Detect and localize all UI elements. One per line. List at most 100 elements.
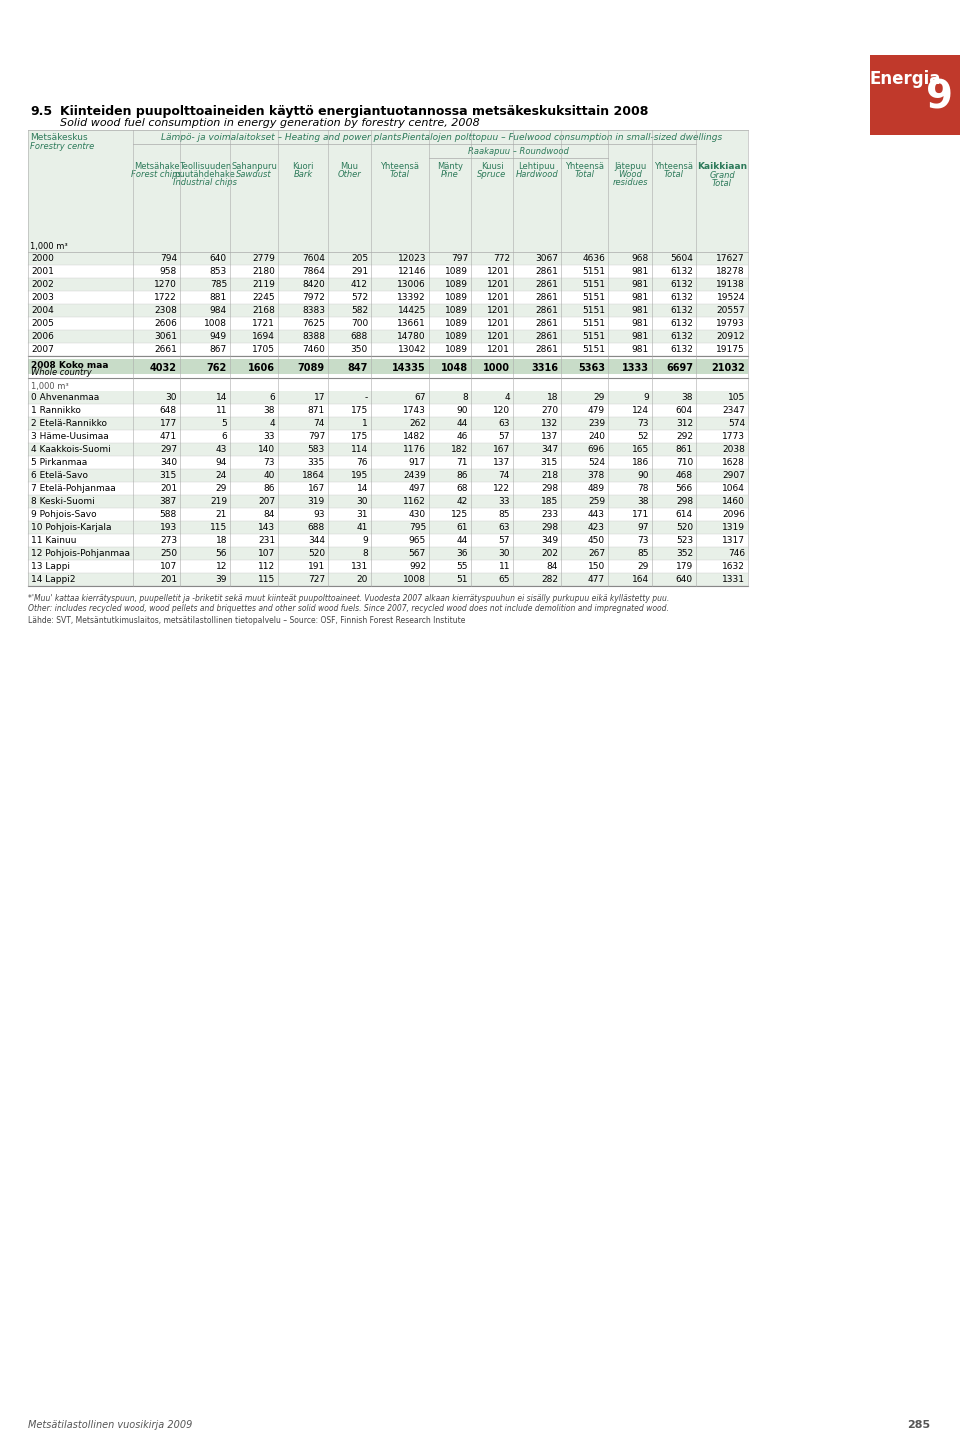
Bar xyxy=(28,469,748,481)
Text: 572: 572 xyxy=(350,292,368,302)
Text: Raakapuu – Roundwood: Raakapuu – Roundwood xyxy=(468,148,569,156)
Text: 231: 231 xyxy=(258,536,275,545)
Text: Bark: Bark xyxy=(294,171,313,179)
Text: 39: 39 xyxy=(215,575,227,585)
Text: 6132: 6132 xyxy=(670,267,693,277)
Text: 965: 965 xyxy=(409,536,426,545)
Text: 1201: 1201 xyxy=(487,320,510,328)
Text: 73: 73 xyxy=(637,536,649,545)
Text: 7604: 7604 xyxy=(302,254,325,264)
Text: 477: 477 xyxy=(588,575,605,585)
Text: 9: 9 xyxy=(643,393,649,403)
Bar xyxy=(28,278,748,291)
Text: 315: 315 xyxy=(540,459,558,467)
Text: 523: 523 xyxy=(676,536,693,545)
Text: 1162: 1162 xyxy=(403,497,426,506)
Bar xyxy=(28,573,748,586)
Text: 772: 772 xyxy=(492,254,510,264)
Text: 1270: 1270 xyxy=(155,279,177,289)
Text: Hardwood: Hardwood xyxy=(516,171,559,179)
Text: 479: 479 xyxy=(588,406,605,416)
Text: 94: 94 xyxy=(216,459,227,467)
Bar xyxy=(28,130,748,211)
Text: 981: 981 xyxy=(632,307,649,315)
Text: 2308: 2308 xyxy=(155,307,177,315)
Text: 2861: 2861 xyxy=(535,267,558,277)
Text: 131: 131 xyxy=(350,562,368,570)
Text: 120: 120 xyxy=(492,406,510,416)
Text: 727: 727 xyxy=(308,575,325,585)
Text: 1694: 1694 xyxy=(252,332,275,341)
Text: 2038: 2038 xyxy=(722,446,745,454)
Text: 115: 115 xyxy=(257,575,275,585)
Text: 968: 968 xyxy=(632,254,649,264)
Text: 1176: 1176 xyxy=(403,446,426,454)
Text: Forestry centre: Forestry centre xyxy=(30,142,94,150)
Text: 30: 30 xyxy=(498,549,510,557)
Text: Jätepuu: Jätepuu xyxy=(613,162,646,171)
Text: 2661: 2661 xyxy=(155,345,177,354)
Text: 20557: 20557 xyxy=(716,307,745,315)
Text: 165: 165 xyxy=(632,446,649,454)
Text: Kiinteiden puupolttoaineiden käyttö energiantuotannossa metsäkeskuksittain 2008: Kiinteiden puupolttoaineiden käyttö ener… xyxy=(60,105,648,118)
Text: 981: 981 xyxy=(632,345,649,354)
Text: 175: 175 xyxy=(350,406,368,416)
Text: 0 Ahvenanmaa: 0 Ahvenanmaa xyxy=(31,393,99,403)
Text: 443: 443 xyxy=(588,510,605,519)
Text: 9.5: 9.5 xyxy=(30,105,52,118)
Text: 3316: 3316 xyxy=(531,363,558,373)
Text: 207: 207 xyxy=(258,497,275,506)
Bar xyxy=(28,391,748,404)
Text: Kaikkiaan: Kaikkiaan xyxy=(697,162,747,171)
Text: 423: 423 xyxy=(588,523,605,532)
Text: 73: 73 xyxy=(263,459,275,467)
Text: 14335: 14335 xyxy=(393,363,426,373)
Text: 567: 567 xyxy=(409,549,426,557)
Text: 20: 20 xyxy=(356,575,368,585)
Text: -: - xyxy=(365,393,368,403)
Text: 93: 93 xyxy=(314,510,325,519)
Text: Kuori: Kuori xyxy=(292,162,314,171)
Text: 1628: 1628 xyxy=(722,459,745,467)
Text: 112: 112 xyxy=(258,562,275,570)
Text: 84: 84 xyxy=(546,562,558,570)
Text: 267: 267 xyxy=(588,549,605,557)
Text: 18: 18 xyxy=(215,536,227,545)
Text: Metsähake: Metsähake xyxy=(133,162,180,171)
Text: 1722: 1722 xyxy=(155,292,177,302)
Text: 7972: 7972 xyxy=(302,292,325,302)
Text: 1201: 1201 xyxy=(487,267,510,277)
Text: 13 Lappi: 13 Lappi xyxy=(31,562,70,570)
Text: 1089: 1089 xyxy=(445,332,468,341)
Text: 86: 86 xyxy=(457,471,468,480)
Text: 262: 262 xyxy=(409,418,426,428)
Text: 315: 315 xyxy=(159,471,177,480)
Text: 7 Etelä-Pohjanmaa: 7 Etelä-Pohjanmaa xyxy=(31,484,116,493)
Text: 688: 688 xyxy=(350,332,368,341)
Text: 105: 105 xyxy=(728,393,745,403)
Text: 4: 4 xyxy=(504,393,510,403)
Text: 1743: 1743 xyxy=(403,406,426,416)
Text: 1317: 1317 xyxy=(722,536,745,545)
Text: 1721: 1721 xyxy=(252,320,275,328)
Text: 1632: 1632 xyxy=(722,562,745,570)
Text: 11: 11 xyxy=(215,406,227,416)
Text: Solid wood fuel consumption in energy generation by forestry centre, 2008: Solid wood fuel consumption in energy ge… xyxy=(60,118,480,128)
Text: 917: 917 xyxy=(409,459,426,467)
Text: 76: 76 xyxy=(356,459,368,467)
Text: 2861: 2861 xyxy=(535,332,558,341)
Text: 319: 319 xyxy=(308,497,325,506)
Text: 5151: 5151 xyxy=(582,345,605,354)
Text: 19138: 19138 xyxy=(716,279,745,289)
Text: 182: 182 xyxy=(451,446,468,454)
Text: 298: 298 xyxy=(676,497,693,506)
Text: puutähdehake: puutähdehake xyxy=(175,171,235,179)
Text: 74: 74 xyxy=(498,471,510,480)
Text: 12: 12 xyxy=(216,562,227,570)
Text: 186: 186 xyxy=(632,459,649,467)
Text: 2119: 2119 xyxy=(252,279,275,289)
Text: 2245: 2245 xyxy=(252,292,275,302)
Text: 8383: 8383 xyxy=(302,307,325,315)
Text: 871: 871 xyxy=(308,406,325,416)
Text: 1089: 1089 xyxy=(445,292,468,302)
